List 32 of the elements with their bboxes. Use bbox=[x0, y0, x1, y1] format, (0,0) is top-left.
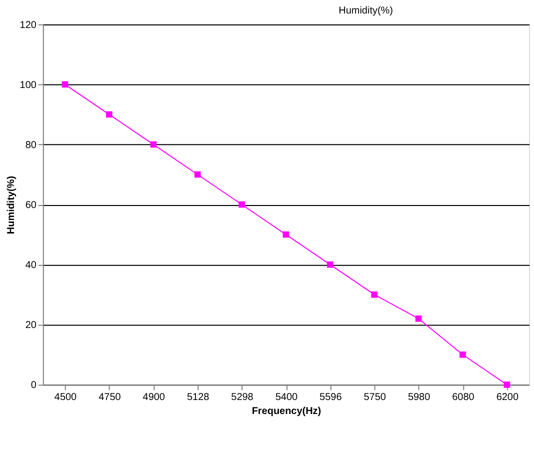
x-tick-label: 5128 bbox=[186, 392, 210, 404]
x-axis-title: Frequency(Hz) bbox=[252, 406, 322, 418]
point bbox=[238, 201, 245, 208]
y-tick-label: 40 bbox=[25, 260, 37, 272]
point bbox=[327, 261, 334, 268]
point bbox=[62, 81, 68, 88]
x-tick-label: 6200 bbox=[496, 392, 519, 404]
point bbox=[504, 382, 510, 388]
x-tick-label: 4750 bbox=[98, 392, 122, 404]
point bbox=[194, 171, 201, 178]
x-tick-label: 5980 bbox=[408, 392, 431, 404]
y-tick-label: 80 bbox=[25, 140, 37, 151]
x-tick-label: 5750 bbox=[364, 392, 386, 404]
y-tick-label: 120 bbox=[20, 20, 37, 31]
point bbox=[460, 351, 466, 358]
x-tick-label: 5298 bbox=[231, 392, 254, 404]
x-tick-label: 6080 bbox=[452, 392, 475, 404]
x-tick-label: 4500 bbox=[54, 392, 78, 404]
y-tick-label: 100 bbox=[20, 80, 37, 91]
point bbox=[415, 315, 422, 322]
y-axis-title: Humidity(%) bbox=[6, 176, 17, 234]
point bbox=[282, 231, 290, 238]
y-tick-label: 0 bbox=[30, 380, 37, 392]
point bbox=[371, 291, 378, 298]
x-tick-label: 5400 bbox=[275, 392, 298, 404]
x-tick-label: 5596 bbox=[320, 392, 342, 404]
x-tick-label: 4900 bbox=[142, 392, 166, 404]
point bbox=[150, 141, 157, 148]
chart-title: Humidity(%) bbox=[338, 5, 393, 16]
y-tick-label: 60 bbox=[25, 200, 37, 212]
y-tick-label: 20 bbox=[25, 320, 37, 332]
point bbox=[106, 111, 112, 118]
